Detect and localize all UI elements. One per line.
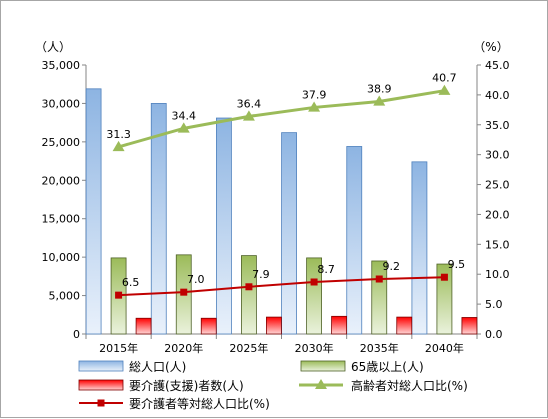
left-axis-unit: （人） [35, 40, 71, 54]
left-tick-label: 20,000 [42, 174, 81, 187]
marker-triangle [242, 110, 255, 121]
marker-square [180, 288, 188, 296]
left-tick-label: 15,000 [42, 213, 81, 226]
legend-label-total-pop: 総人口(人) [129, 360, 186, 374]
left-tick-label: 10,000 [42, 251, 81, 264]
line-care-ratio [118, 276, 445, 297]
legend-swatch-care-count [78, 379, 124, 391]
legend-label-aged-ratio: 高齢者対総人口比(%) [351, 378, 468, 393]
care-ratio-label: 7.0 [187, 273, 205, 286]
aged-ratio-label: 38.9 [367, 82, 392, 95]
marker-triangle [438, 84, 451, 95]
bar-care-count [331, 315, 347, 335]
right-tick-label: 5.0 [485, 298, 503, 311]
left-tick-label: 30,000 [42, 97, 81, 110]
bar-total-pop [216, 117, 232, 335]
legend-swatch-total-pop [78, 360, 124, 372]
x-tick-label: 2020年 [164, 341, 203, 355]
x-tick-label: 2025年 [229, 341, 268, 355]
line-aged-ratio [118, 89, 445, 149]
bar-care-count [266, 316, 282, 335]
marker-square [115, 291, 123, 299]
care-ratio-label: 6.5 [122, 276, 140, 289]
bar-aged-65 [241, 255, 257, 335]
marker-triangle [112, 140, 125, 152]
marker-square [310, 278, 318, 286]
legend-marker-square [97, 399, 105, 407]
legend-swatch-aged-65 [300, 360, 346, 372]
care-ratio-label: 8.7 [317, 263, 335, 276]
right-tick-label: 10.0 [485, 268, 510, 281]
care-ratio-label: 7.9 [252, 268, 270, 281]
right-tick-label: 45.0 [485, 59, 510, 72]
x-tick-label: 2015年 [99, 341, 138, 355]
legend-label-aged-65: 65歳以上(人) [351, 360, 424, 374]
aged-ratio-label: 40.7 [432, 72, 457, 85]
bar-total-pop [150, 103, 167, 335]
left-tick-label: 0 [73, 328, 80, 341]
bar-care-count [200, 317, 217, 335]
right-axis-unit: （%） [473, 40, 508, 54]
marker-square [245, 283, 253, 291]
aged-ratio-label: 34.4 [172, 109, 197, 122]
legend-label-care-count: 要介護(支援)者数(人) [129, 378, 244, 393]
bar-aged-65 [436, 263, 453, 335]
marker-triangle [373, 95, 386, 106]
bar-total-pop [85, 88, 102, 335]
legend-marker-triangle [315, 379, 327, 389]
aged-ratio-label: 36.4 [237, 97, 262, 110]
legend-label-care-ratio: 要介護者等対総人口比(%) [129, 396, 270, 411]
left-tick-label: 35,000 [42, 59, 81, 72]
right-tick-label: 15.0 [485, 238, 510, 251]
marker-square [375, 275, 383, 283]
x-tick-label: 2040年 [425, 341, 464, 355]
right-tick-label: 40.0 [485, 89, 510, 102]
bar-total-pop [346, 146, 363, 335]
right-tick-label: 20.0 [485, 208, 510, 221]
bar-care-count [461, 317, 478, 335]
x-tick-label: 2035年 [360, 341, 399, 355]
bar-total-pop [411, 161, 428, 335]
left-tick-label: 25,000 [42, 136, 81, 149]
bar-aged-65 [306, 257, 322, 335]
aged-ratio-label: 31.3 [106, 128, 131, 141]
care-ratio-label: 9.2 [383, 260, 401, 273]
marker-square [440, 273, 448, 281]
right-tick-label: 25.0 [485, 179, 510, 192]
aged-ratio-label: 37.9 [302, 88, 327, 101]
right-tick-label: 0.0 [485, 328, 503, 341]
right-tick-label: 30.0 [485, 149, 510, 162]
bar-care-count [396, 316, 413, 335]
marker-triangle [308, 101, 321, 112]
marker-triangle [177, 122, 190, 133]
left-tick-label: 5,000 [49, 290, 81, 303]
x-tick-label: 2030年 [295, 341, 334, 355]
bar-care-count [135, 317, 152, 335]
right-tick-label: 35.0 [485, 119, 510, 132]
bar-total-pop [281, 132, 297, 335]
care-ratio-label: 9.5 [448, 258, 466, 271]
